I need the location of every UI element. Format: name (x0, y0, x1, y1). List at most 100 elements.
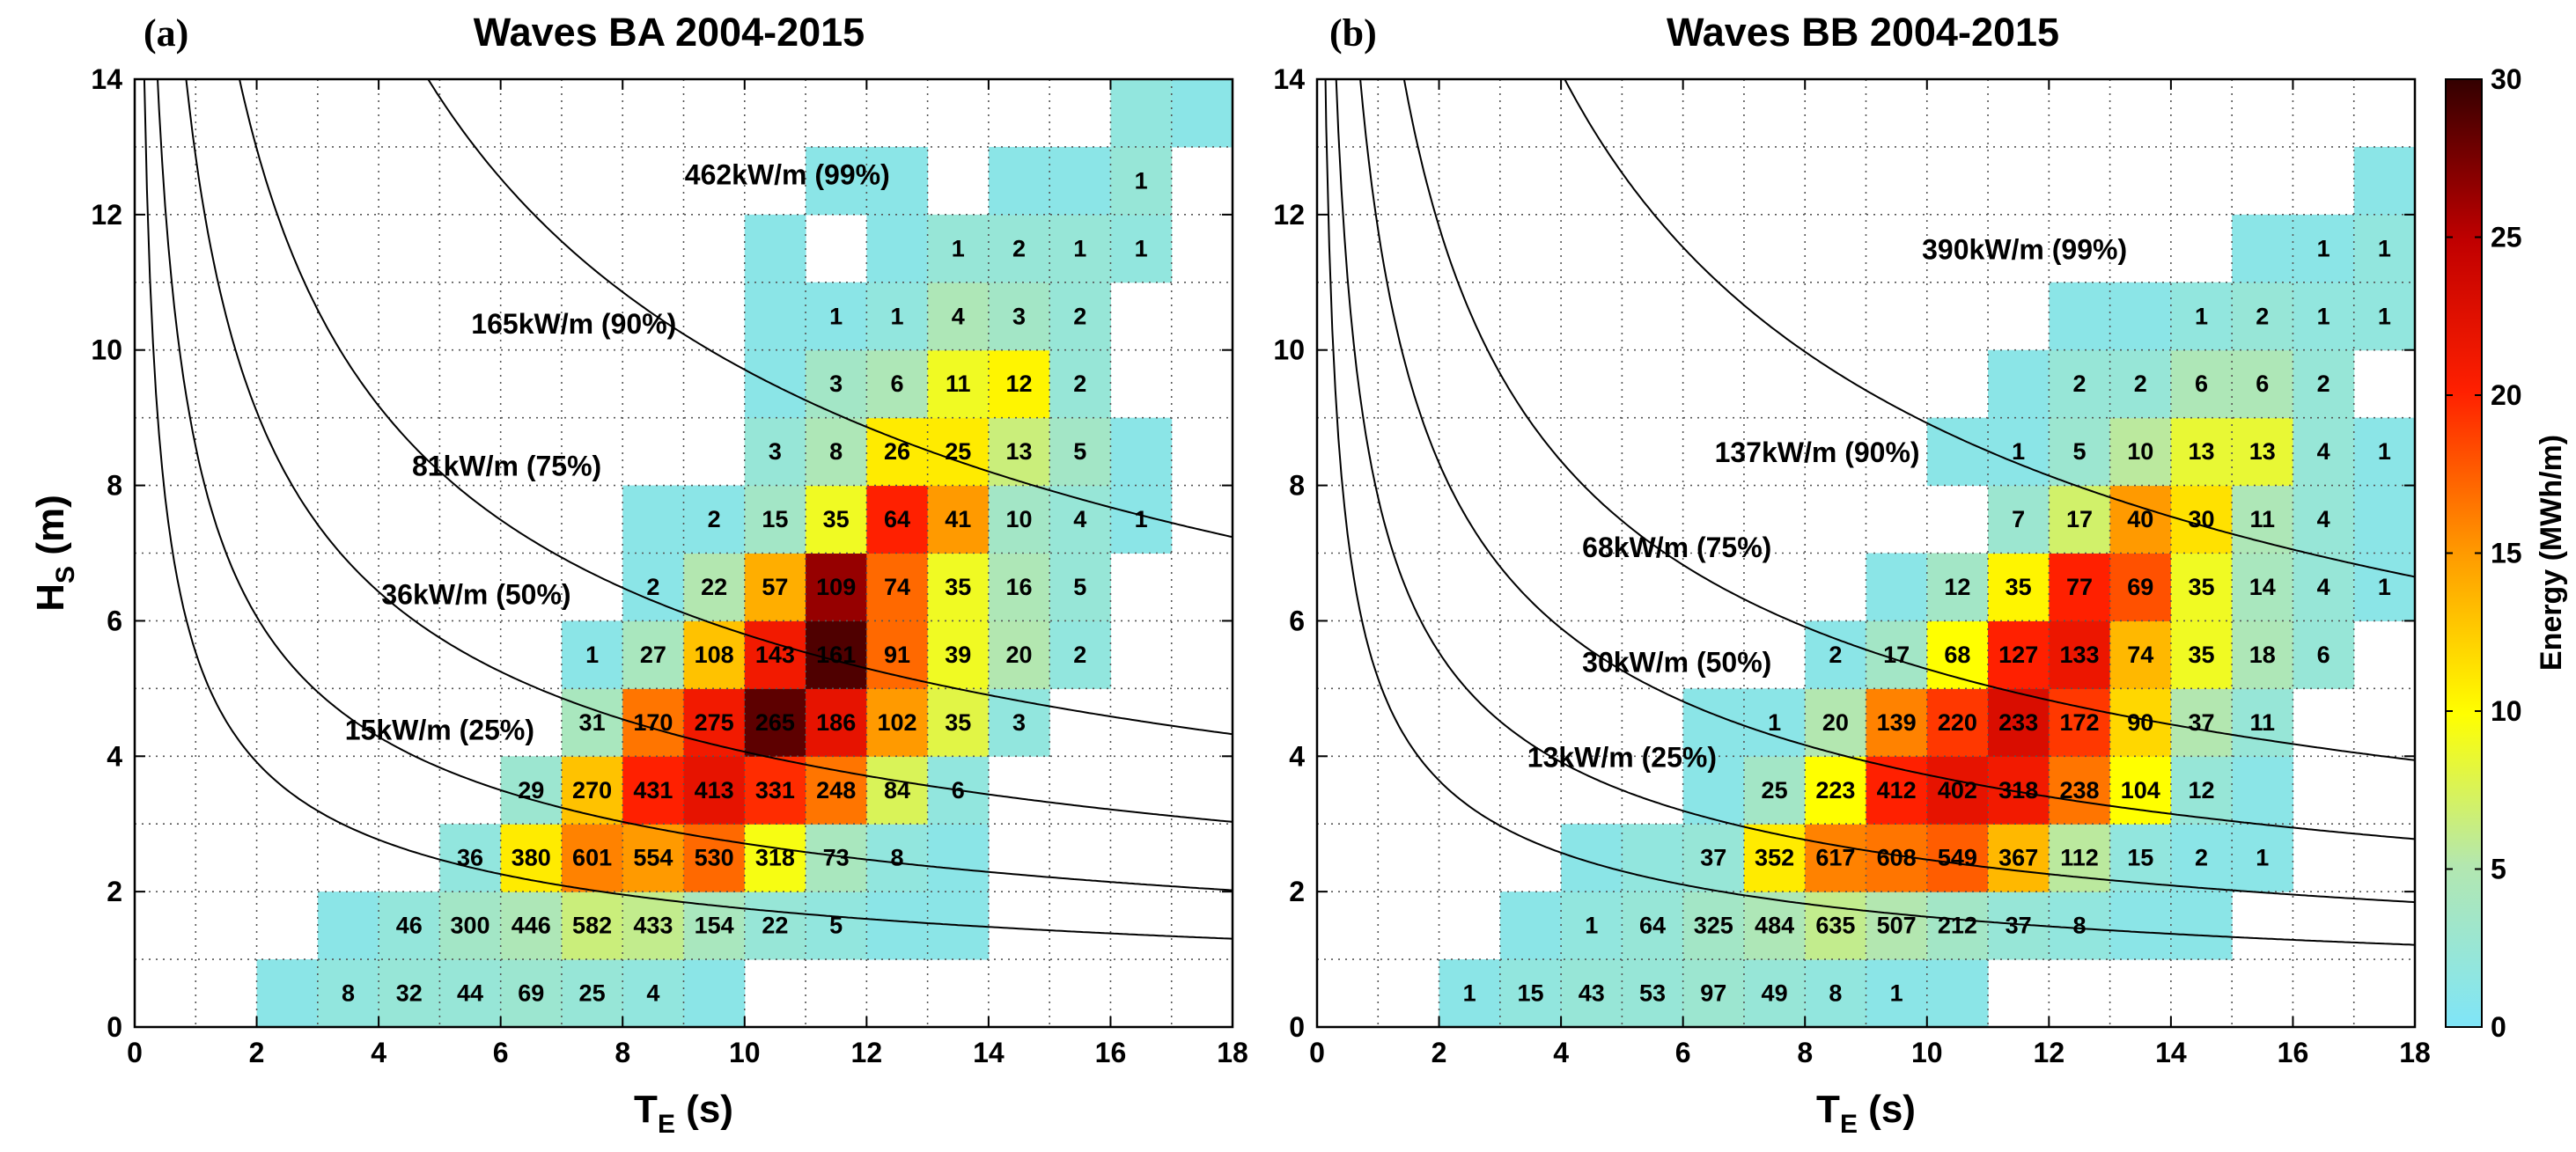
x-axis-label-main: T (1816, 1088, 1840, 1131)
cell-count-label: 1 (2256, 845, 2269, 871)
cell-count-label: 412 (1877, 777, 1917, 803)
y-tick-label: 8 (107, 470, 122, 502)
heatmap-cell (806, 349, 867, 419)
heatmap-cell (927, 214, 990, 283)
cell-count-label: 35 (2006, 574, 2032, 600)
colorbar-tick-label: 10 (2491, 695, 2522, 727)
heatmap-cell (1110, 485, 1173, 554)
cell-count-label: 35 (2189, 574, 2215, 600)
cell-count-label: 133 (2059, 642, 2099, 668)
cell-count-label: 601 (572, 845, 612, 871)
heatmap-cell (2293, 282, 2355, 351)
heatmap-cell (1988, 688, 2050, 757)
cell-count-label: 4 (1073, 506, 1086, 532)
cell-count-label: 1 (1463, 980, 1476, 1007)
colorbar-tick-label: 30 (2491, 63, 2522, 95)
cell-count-label: 97 (1700, 980, 1726, 1007)
cell-count-label: 1 (1585, 913, 1598, 939)
cell-count-label: 16 (1006, 574, 1033, 600)
x-tick-label: 8 (615, 1037, 630, 1068)
cell-count-label: 11 (2250, 709, 2276, 736)
cell-count-label: 14 (2249, 574, 2276, 600)
cell-count-label: 380 (512, 845, 551, 871)
heatmap-cell (2232, 214, 2293, 283)
heatmap-cell (500, 892, 563, 960)
heatmap-cell (988, 485, 1050, 554)
heatmap-cell (379, 959, 440, 1027)
y-tick-label: 0 (107, 1011, 122, 1043)
heatmap-cell (1049, 214, 1111, 283)
heatmap-cell (1049, 485, 1111, 554)
heatmap-cell (379, 892, 440, 960)
colorbar-tick-label: 5 (2491, 854, 2506, 885)
cell-count-label: 22 (701, 574, 727, 600)
y-tick-label: 2 (107, 876, 122, 907)
cell-count-label: 139 (1877, 709, 1917, 736)
cell-count-label: 25 (579, 980, 606, 1007)
cell-count-label: 74 (884, 574, 910, 600)
heatmap-cell (927, 417, 990, 487)
panel-label: (a) (144, 11, 188, 55)
heatmap-cell (622, 620, 684, 689)
heatmap-cell (683, 756, 746, 825)
cell-count-label: 4 (2317, 438, 2330, 465)
cell-count-label: 507 (1877, 913, 1917, 939)
heatmap-cell (1988, 756, 2050, 825)
heatmap-cell (2170, 417, 2233, 487)
power-contour-line (1324, 79, 2415, 946)
heatmap-cell (2049, 824, 2111, 892)
heatmap-cell (927, 485, 990, 554)
cell-count-label: 1 (1768, 709, 1781, 736)
heatmap-cell (1743, 824, 1806, 892)
x-tick-label: 2 (1432, 1037, 1447, 1068)
cell-count-label: 5 (1073, 438, 1086, 465)
heatmap-cell (1561, 824, 1623, 892)
cell-count-label: 11 (946, 371, 971, 397)
x-tick-label: 14 (973, 1037, 1005, 1068)
heatmap-cell (2170, 824, 2233, 892)
heatmap-cell (1988, 417, 2050, 487)
heatmap-cell (1988, 824, 2050, 892)
power-contour-line (1335, 79, 2415, 904)
x-tick-label: 8 (1797, 1037, 1813, 1068)
heatmap-cell (2232, 349, 2293, 419)
cell-count-label: 275 (695, 709, 734, 736)
x-tick-label: 16 (1095, 1037, 1127, 1068)
cell-count-label: 1 (2012, 438, 2025, 465)
y-tick-label: 10 (91, 334, 122, 366)
heatmap-cell (1049, 146, 1111, 216)
y-axis-label: HS (m) (29, 495, 80, 611)
cell-count-label: 484 (1755, 913, 1794, 939)
cell-count-label: 90 (2127, 709, 2153, 736)
cell-count-label: 13 (1006, 438, 1033, 465)
cell-count-label: 300 (450, 913, 489, 939)
x-axis-label-sub: E (1840, 1110, 1858, 1139)
heatmap-cell (744, 282, 806, 351)
heatmap-cell (1866, 892, 1928, 960)
cell-count-label: 1 (1890, 980, 1903, 1007)
heatmap-cell (317, 959, 379, 1027)
heatmap-cell (2049, 620, 2111, 689)
heatmap-cell (866, 553, 929, 621)
cell-count-label: 20 (1006, 642, 1033, 668)
heatmap-cell (500, 756, 563, 825)
contour-label: 137kW/m (90%) (1715, 437, 1920, 468)
cell-count-label: 12 (1006, 371, 1033, 397)
heatmap-cell (1988, 349, 2050, 419)
cell-count-label: 143 (755, 642, 795, 668)
heatmap-cell (1171, 79, 1233, 148)
contour-label: 30kW/m (50%) (1582, 647, 1771, 679)
cell-count-label: 223 (1815, 777, 1855, 803)
x-axis-label-sub: E (658, 1110, 675, 1139)
heatmap-cell (1988, 620, 2050, 689)
colorbar: 0 5 10 15 20 25 30 Energy (MWh/m) (2445, 63, 2568, 1043)
x-tick-label: 12 (851, 1037, 883, 1068)
heatmap-cell (866, 756, 929, 825)
heatmap-cell (866, 214, 929, 283)
cell-count-label: 265 (755, 709, 795, 736)
grid-lines (1317, 79, 2415, 1027)
heatmap-cells (1439, 146, 2415, 1027)
heatmap-cell (1622, 892, 1684, 960)
